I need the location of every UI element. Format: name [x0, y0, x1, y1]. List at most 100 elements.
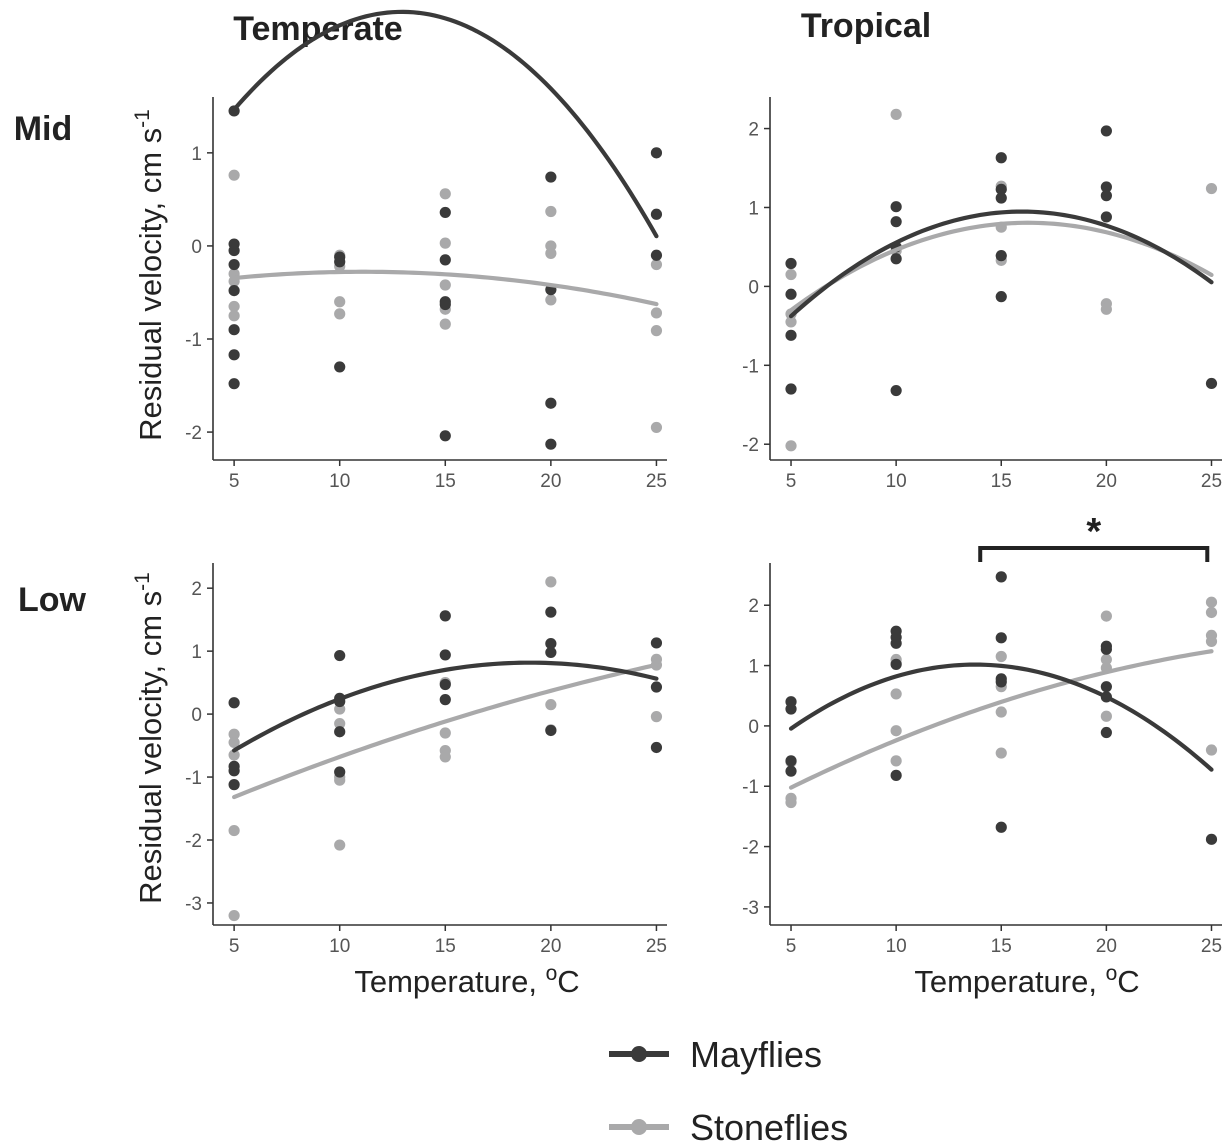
y-axis-title-sup: -1: [131, 109, 154, 128]
data-point-mayflies: [545, 397, 557, 409]
legend-label-stoneflies: Stoneflies: [690, 1107, 848, 1144]
y-tick-label: 1: [191, 144, 202, 165]
data-point-stoneflies: [995, 650, 1007, 663]
data-point-mayflies: [228, 378, 240, 390]
data-point-mayflies: [1100, 643, 1112, 655]
legend-item-mayflies: Mayflies: [609, 1034, 822, 1075]
significance-bracket: [978, 546, 1210, 562]
x-tick-label: 15: [991, 936, 1012, 957]
x-tick-label: 10: [329, 936, 350, 957]
data-point-mayflies: [785, 755, 797, 767]
data-point-mayflies: [1100, 211, 1112, 223]
y-axis-title-main: Residual velocity, cm s: [133, 128, 168, 441]
x-tick-label: 5: [786, 471, 797, 492]
data-point-mayflies: [995, 250, 1007, 262]
data-point-stoneflies: [439, 188, 451, 200]
y-tick-label: 1: [191, 642, 202, 663]
data-point-mayflies: [439, 430, 451, 442]
data-point-mayflies: [228, 244, 240, 257]
data-point-stoneflies: [228, 909, 240, 922]
data-point-mayflies: [545, 637, 557, 650]
data-point-mayflies: [228, 258, 240, 271]
data-point-mayflies: [545, 724, 557, 737]
data-point-mayflies: [1100, 125, 1112, 137]
x-tick-label: 15: [435, 936, 456, 957]
x-tick-label: 20: [1096, 936, 1117, 957]
data-point-stoneflies: [439, 751, 451, 763]
data-point-mayflies: [1100, 181, 1112, 193]
data-point-stoneflies: [334, 774, 346, 786]
y-axis-title-mid: Residual velocity, cm s-1: [131, 109, 168, 441]
x-tick-label: 5: [786, 936, 797, 957]
legend: Mayflies Stoneflies: [609, 1034, 848, 1144]
y-tick-label: 0: [191, 237, 202, 258]
data-point-mayflies: [228, 324, 240, 336]
data-point-mayflies: [228, 765, 240, 777]
data-point-stoneflies: [650, 258, 663, 271]
data-point-stoneflies: [1100, 610, 1112, 622]
data-point-mayflies: [995, 571, 1007, 583]
data-point-stoneflies: [545, 699, 557, 711]
y-tick-label: 2: [748, 596, 759, 617]
y-axis-title-low: Residual velocity, cm s-1: [131, 572, 168, 904]
y-tick-label: 0: [191, 705, 202, 726]
x-tick-label: 10: [886, 471, 907, 492]
data-point-mayflies: [785, 288, 797, 300]
data-point-stoneflies: [228, 824, 240, 837]
data-point-stoneflies: [890, 755, 902, 767]
data-point-stoneflies: [545, 205, 557, 218]
data-point-stoneflies: [228, 728, 240, 740]
significance-annotation: *: [978, 511, 1210, 562]
y-tick-label: 2: [748, 120, 759, 141]
data-point-mayflies: [334, 726, 346, 738]
data-point-stoneflies: [650, 711, 663, 723]
data-point-mayflies: [439, 254, 451, 266]
data-point-stoneflies: [334, 839, 346, 851]
panel-low-tropical: 5 10 15 20 25 -3 -2 -1 0 1 2: [742, 563, 1222, 957]
data-point-mayflies: [785, 765, 797, 777]
data-point-stoneflies: [1100, 710, 1112, 722]
data-point-stoneflies: [439, 727, 451, 739]
data-point-mayflies: [650, 681, 663, 693]
data-point-mayflies: [1205, 833, 1218, 845]
data-point-mayflies: [334, 256, 346, 268]
x-tick-label: 25: [646, 936, 667, 957]
data-point-mayflies: [1100, 681, 1112, 693]
legend-item-stoneflies: Stoneflies: [609, 1107, 848, 1144]
legend-dot-mayflies: [631, 1046, 647, 1062]
data-point-stoneflies: [785, 796, 797, 809]
data-point-stoneflies: [785, 440, 797, 452]
panel-mid-tropical: 5 10 15 20 25 -2 -1 0 1 2: [742, 97, 1222, 492]
column-title-tropical: Tropical: [801, 7, 931, 45]
fit-curve-mayflies: [788, 209, 1214, 319]
data-point-mayflies: [228, 285, 240, 297]
data-point-mayflies: [228, 779, 240, 791]
significance-star: *: [1086, 511, 1101, 553]
data-point-stoneflies: [785, 268, 797, 281]
data-point-stoneflies: [1205, 635, 1218, 648]
data-point-mayflies: [785, 383, 797, 395]
data-point-stoneflies: [439, 279, 451, 291]
data-point-mayflies: [995, 821, 1007, 833]
data-point-stoneflies: [334, 308, 346, 320]
data-point-mayflies: [545, 606, 557, 618]
data-point-mayflies: [890, 253, 902, 265]
fit-curve-stoneflies: [788, 220, 1214, 313]
data-point-mayflies: [995, 676, 1007, 688]
x-tick-label: 25: [1201, 471, 1222, 492]
row-title-mid: Mid: [14, 110, 73, 148]
data-point-mayflies: [545, 646, 557, 658]
data-point-mayflies: [785, 329, 797, 341]
data-point-mayflies: [545, 171, 557, 183]
data-point-stoneflies: [439, 237, 451, 249]
x-tick-label: 15: [435, 471, 456, 492]
data-point-stoneflies: [334, 717, 346, 730]
data-point-mayflies: [439, 678, 451, 691]
fit-curve-mayflies: [232, 660, 659, 753]
data-point-mayflies: [650, 208, 663, 220]
data-point-stoneflies: [1205, 744, 1218, 756]
y-tick-label: 0: [748, 717, 759, 738]
data-point-mayflies: [890, 769, 902, 781]
y-tick-label: -1: [742, 777, 759, 798]
y-axis-title-main: Residual velocity, cm s: [133, 591, 168, 904]
